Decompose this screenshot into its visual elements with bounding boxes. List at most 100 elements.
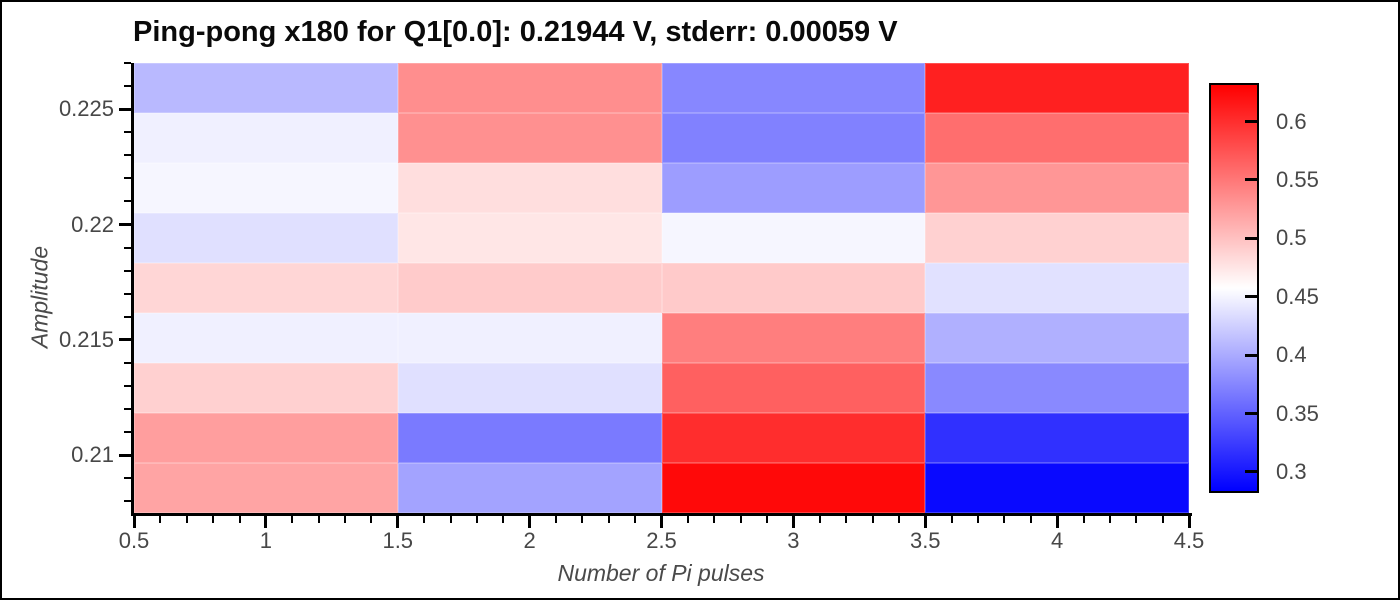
y-minor-tick	[124, 62, 131, 64]
heatmap-cell	[134, 463, 398, 513]
x-minor-tick	[686, 516, 689, 523]
x-major-tick	[1055, 516, 1059, 528]
x-major-tick	[396, 516, 400, 528]
heatmap-cell	[925, 463, 1189, 513]
heatmap-cell	[925, 363, 1189, 413]
heatmap-cell	[661, 263, 926, 313]
x-minor-tick	[291, 516, 294, 523]
y-minor-tick	[124, 362, 131, 364]
colorbar-tick	[1245, 120, 1257, 124]
heatmap-cell	[661, 313, 926, 363]
x-major-tick	[923, 516, 927, 528]
heatmap-cell	[134, 413, 398, 463]
heatmap-cell	[134, 313, 398, 363]
y-axis-label: Amplitude	[26, 245, 53, 349]
y-tick-label: 0.225	[58, 96, 114, 122]
colorbar-tick-label: 0.4	[1276, 342, 1307, 368]
y-minor-tick	[124, 200, 131, 203]
heatmap-cell	[397, 463, 662, 513]
heatmap-cell	[661, 463, 926, 513]
y-major-tick	[119, 338, 131, 342]
y-minor-tick	[124, 431, 131, 434]
colorbar-tick-label: 0.45	[1276, 283, 1319, 309]
heatmap-cell	[925, 313, 1189, 363]
heatmap-cell	[134, 163, 398, 213]
heatmap-cell	[925, 113, 1189, 163]
x-tick-label: 4.5	[1173, 528, 1205, 553]
x-minor-tick	[845, 516, 848, 523]
y-minor-tick	[124, 292, 131, 295]
y-minor-tick	[124, 154, 131, 157]
y-tick-label: 0.21	[71, 442, 114, 468]
x-major-tick	[791, 516, 795, 528]
x-minor-tick	[739, 516, 742, 523]
heatmap-cell	[134, 263, 398, 313]
x-minor-tick	[370, 516, 373, 523]
heatmap-cell	[661, 413, 926, 463]
x-tick-label: 0.5	[118, 528, 150, 553]
y-major-tick	[119, 223, 131, 227]
x-minor-tick	[871, 516, 874, 523]
x-minor-tick	[1003, 516, 1006, 523]
x-minor-tick	[607, 516, 610, 523]
x-minor-tick	[185, 516, 188, 523]
heatmap-cell	[397, 63, 662, 113]
heatmap-cell	[134, 363, 398, 413]
x-minor-tick	[344, 516, 346, 523]
x-minor-tick	[1082, 516, 1085, 523]
x-minor-tick	[1108, 516, 1111, 523]
x-minor-tick	[1161, 516, 1164, 523]
x-major-tick	[660, 516, 663, 528]
y-major-tick	[119, 453, 131, 457]
heatmap-cell	[661, 113, 926, 163]
heatmap-cell	[925, 413, 1189, 463]
x-minor-tick	[502, 516, 505, 523]
y-tick-label: 0.22	[71, 211, 114, 237]
colorbar-tick-label: 0.3	[1276, 458, 1307, 484]
x-minor-tick	[317, 516, 320, 523]
x-minor-tick	[1135, 516, 1138, 523]
x-minor-tick	[818, 516, 821, 523]
x-axis-spine	[131, 513, 1192, 516]
heatmap-cell	[397, 163, 662, 213]
colorbar-tick	[1245, 470, 1257, 474]
x-tick-label: 3.5	[909, 528, 941, 553]
y-axis-spine	[131, 63, 134, 516]
y-minor-tick	[124, 246, 131, 249]
x-minor-tick	[1029, 516, 1032, 523]
x-minor-tick	[212, 516, 215, 523]
x-minor-tick	[766, 516, 768, 523]
heatmap-cell	[397, 313, 662, 363]
x-tick-label: 2.5	[646, 528, 677, 553]
heatmap-cell	[397, 113, 662, 163]
x-tick-label: 2	[523, 528, 536, 553]
heatmap-cell	[661, 163, 926, 213]
heatmap-cell	[925, 63, 1189, 113]
heatmap-plot-area	[134, 63, 1189, 513]
y-minor-tick	[124, 500, 131, 503]
colorbar-tick-label: 0.5	[1276, 225, 1307, 251]
colorbar-tick	[1245, 178, 1257, 182]
x-tick-label: 1	[259, 528, 272, 553]
heatmap-cell	[134, 213, 398, 263]
heatmap-cell	[661, 213, 926, 263]
chart-title: Ping-pong x180 for Q1[0.0]: 0.21944 V, s…	[133, 16, 898, 48]
x-minor-tick	[475, 516, 478, 523]
y-minor-tick	[124, 315, 131, 318]
y-minor-tick	[124, 408, 131, 411]
x-minor-tick	[159, 516, 162, 523]
colorbar-tick	[1245, 353, 1257, 357]
x-tick-label: 1.5	[382, 528, 414, 553]
x-minor-tick	[449, 516, 452, 523]
colorbar-tick	[1245, 295, 1257, 299]
x-major-tick	[528, 516, 532, 528]
heatmap-cell	[661, 363, 926, 413]
y-minor-tick	[124, 269, 131, 272]
x-minor-tick	[897, 516, 900, 523]
heatmap-cell	[134, 113, 398, 163]
x-major-tick	[264, 516, 268, 528]
x-major-tick	[132, 516, 136, 528]
y-minor-tick	[124, 477, 131, 480]
heatmap-cell	[397, 363, 662, 413]
